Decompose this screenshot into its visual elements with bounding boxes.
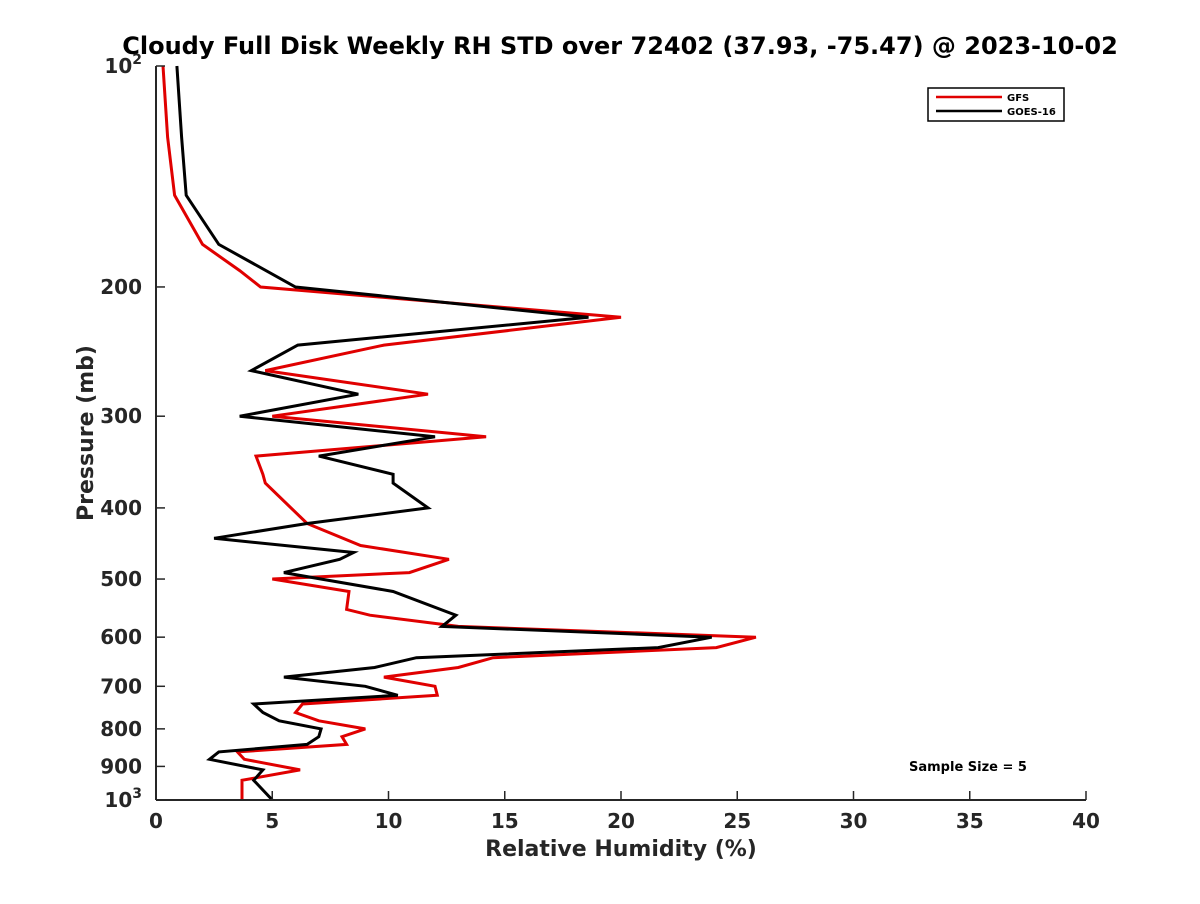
legend-label-goes16: GOES-16 <box>1007 107 1056 118</box>
x-tick-label: 15 <box>491 809 519 833</box>
y-tick-label: 300 <box>100 404 142 428</box>
legend-label-gfs: GFS <box>1007 93 1029 104</box>
legend-box <box>927 87 1065 122</box>
x-axis-label: Relative Humidity (%) <box>485 837 757 862</box>
x-tick-label: 25 <box>723 809 751 833</box>
y-ticks: 102 200 300 400 500 600 700 800 900 103 <box>100 52 165 812</box>
legend: GFS GOES-16 <box>927 87 1065 122</box>
y-tick-label: 800 <box>100 717 142 741</box>
x-tick-label: 0 <box>149 809 163 833</box>
series-line-goes16 <box>175 65 712 802</box>
x-tick-label: 30 <box>840 809 868 833</box>
x-tick-label: 40 <box>1072 809 1100 833</box>
y-axis-label: Pressure (mb) <box>74 345 99 521</box>
series-line-gfs <box>161 65 757 800</box>
y-tick-label: 500 <box>100 567 142 591</box>
x-tick-label: 10 <box>375 809 403 833</box>
y-tick-label: 200 <box>100 275 142 299</box>
y-tick-label: 103 <box>104 786 142 812</box>
chart-title: Cloudy Full Disk Weekly RH STD over 7240… <box>122 32 1118 60</box>
x-tick-label: 35 <box>956 809 984 833</box>
x-tick-label: 5 <box>265 809 279 833</box>
sample-size-annotation: Sample Size = 5 <box>909 760 1027 775</box>
x-tick-label: 20 <box>607 809 635 833</box>
y-tick-label: 900 <box>100 754 142 778</box>
series-layer <box>161 65 757 802</box>
y-tick-label: 600 <box>100 625 142 649</box>
y-tick-label: 400 <box>100 496 142 520</box>
plot-area <box>161 65 757 802</box>
y-tick-label: 102 <box>104 52 142 78</box>
x-ticks: 0 5 10 15 20 25 30 35 40 <box>149 791 1100 833</box>
y-tick-label: 700 <box>100 674 142 698</box>
